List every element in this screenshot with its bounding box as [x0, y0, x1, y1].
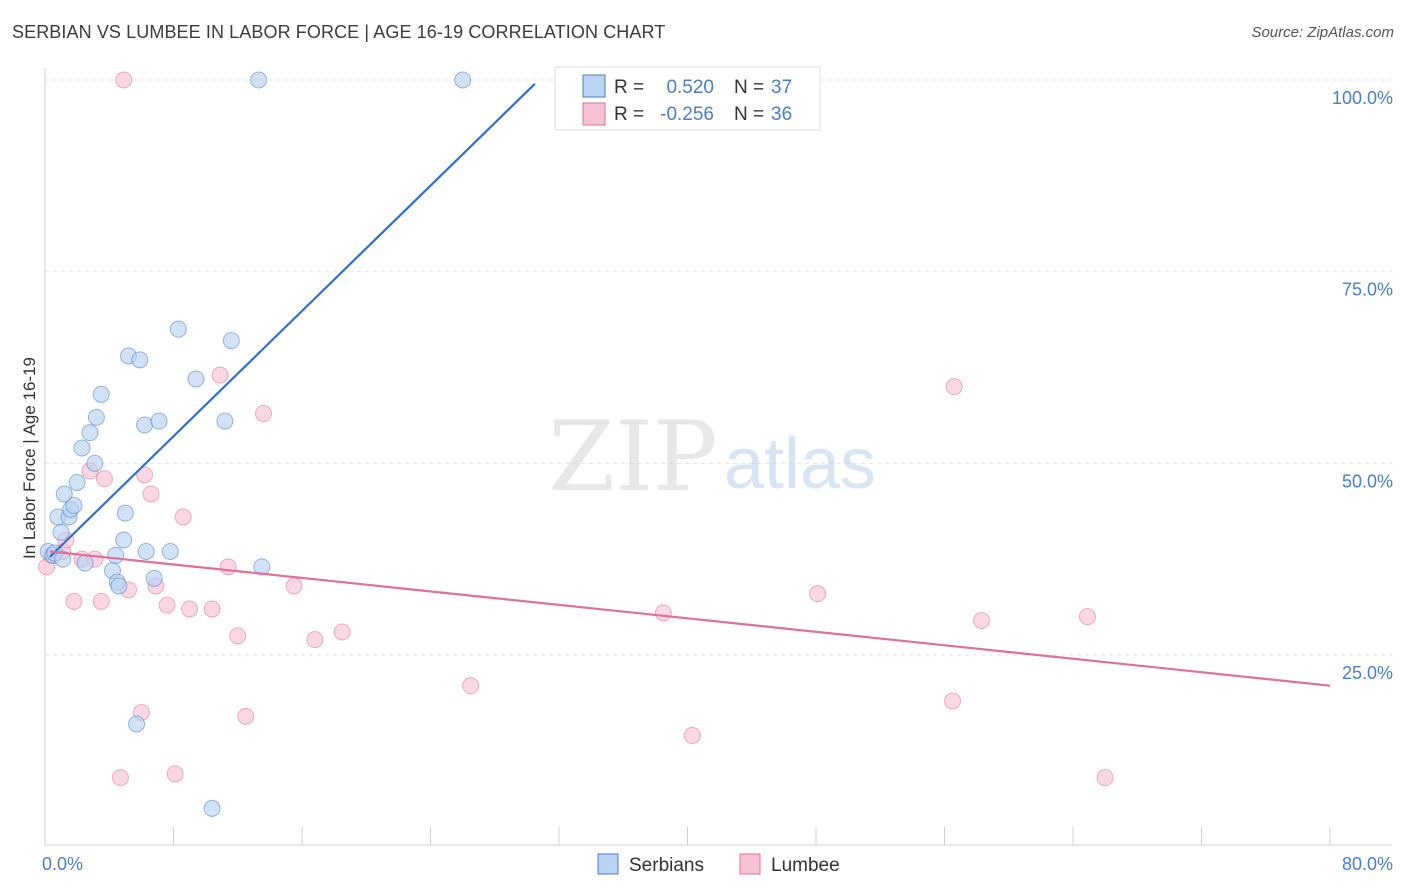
- lumbee-point-9: [95, 470, 113, 488]
- stats-box: R = 0.520 N = 37 R = -0.256 N = 36: [554, 66, 821, 131]
- legend-label-serbians: Serbians: [629, 855, 704, 876]
- lumbee-point-30: [462, 677, 480, 695]
- stats-swatch-lumbee: [582, 102, 606, 126]
- legend-swatch-lumbee: [739, 853, 761, 875]
- stats-r-label-lumbee: R =: [614, 104, 644, 125]
- stats-swatch-serbians: [582, 74, 606, 98]
- watermark-zip: ZIP: [548, 401, 717, 513]
- stats-n-label-lumbee: N =: [734, 104, 764, 125]
- grid-lines: [45, 79, 1392, 656]
- serbian-point-12: [76, 554, 94, 572]
- y-tick-label-0: 25.0%: [1342, 663, 1393, 683]
- lumbee-point-11: [115, 71, 133, 89]
- lumbee-point-20: [181, 600, 199, 618]
- y-tick-labels: 25.0% 50.0% 75.0% 100.0%: [1332, 88, 1393, 683]
- legend-swatch-serbians: [597, 853, 619, 875]
- serbian-point-4: [52, 523, 70, 541]
- serbian-point-24: [128, 715, 146, 733]
- stats-r-value-lumbee: -0.256: [660, 104, 714, 125]
- serbian-point-29: [150, 412, 168, 430]
- x-tick-label-1: 80.0%: [1342, 854, 1393, 874]
- serbian-point-15: [87, 408, 105, 426]
- lumbee-point-22: [211, 366, 229, 384]
- lumbee-point-36: [972, 612, 990, 629]
- stats-r-value-serbians: 0.520: [666, 77, 714, 98]
- lumbee-point-25: [237, 707, 255, 725]
- serbian-point-11: [73, 439, 91, 457]
- legend: Serbians Lumbee: [597, 853, 840, 876]
- lumbee-point-35: [945, 378, 963, 396]
- lumbee-point-15: [142, 485, 160, 503]
- lumbee-point-31: [654, 604, 672, 622]
- lumbee-point-10: [111, 769, 129, 787]
- lumbee-point-34: [944, 692, 962, 710]
- serbian-point-21: [115, 531, 133, 549]
- lumbee-trend-line: [49, 550, 1331, 687]
- serbian-point-36: [250, 71, 268, 89]
- serbian-point-22: [116, 504, 134, 522]
- serbian-point-14: [86, 454, 104, 472]
- serbians-trend-line: [49, 83, 536, 558]
- serbian-point-20: [110, 577, 128, 595]
- lumbee-point-17: [158, 596, 176, 614]
- lumbee-point-8: [92, 592, 110, 610]
- serbian-point-16: [92, 385, 110, 403]
- serbian-point-13: [81, 424, 99, 442]
- serbian-point-9: [65, 497, 83, 514]
- serbian-point-6: [55, 485, 73, 503]
- lumbee-point-21: [203, 600, 221, 618]
- lumbee-point-19: [174, 508, 192, 526]
- serbian-point-35: [222, 332, 240, 350]
- lumbee-point-32: [683, 727, 701, 744]
- lumbee-point-37: [1078, 608, 1096, 626]
- chart-title: SERBIAN VS LUMBEE IN LABOR FORCE | AGE 1…: [12, 22, 666, 42]
- lumbee-point-28: [306, 631, 324, 649]
- x-tick-labels: 0.0% 80.0%: [42, 854, 1393, 874]
- lumbee-point-38: [1096, 769, 1114, 787]
- serbian-point-37: [253, 558, 271, 576]
- serbian-point-18: [107, 546, 125, 564]
- serbian-point-28: [145, 569, 163, 587]
- stats-r-label-serbians: R =: [614, 77, 644, 98]
- stats-n-value-serbians: 37: [771, 77, 792, 98]
- legend-label-lumbee: Lumbee: [771, 855, 840, 876]
- watermark-atlas: atlas: [724, 424, 876, 504]
- y-tick-label-1: 50.0%: [1342, 471, 1393, 491]
- serbian-point-33: [203, 799, 221, 817]
- stats-n-label-serbians: N =: [734, 77, 764, 98]
- y-axis-label: In Labor Force | Age 16-19: [20, 357, 39, 559]
- serbian-point-5: [54, 550, 72, 568]
- serbians-points: [39, 71, 472, 817]
- lumbee-point-29: [333, 623, 351, 641]
- trend-lines: [49, 83, 1331, 687]
- serbian-point-25: [131, 351, 149, 369]
- serbian-point-10: [68, 474, 86, 491]
- serbian-point-30: [161, 543, 179, 560]
- y-tick-label-2: 75.0%: [1342, 280, 1393, 300]
- lumbee-point-18: [166, 765, 184, 783]
- serbian-point-31: [169, 320, 187, 338]
- lumbee-point-27: [285, 577, 303, 595]
- lumbee-point-4: [65, 592, 83, 610]
- lumbee-point-33: [809, 585, 827, 603]
- y-tick-label-3: 100.0%: [1332, 88, 1393, 108]
- axes: [44, 68, 1392, 846]
- serbian-point-32: [187, 370, 205, 388]
- stats-n-value-lumbee: 36: [771, 104, 792, 125]
- serbian-point-27: [137, 543, 155, 560]
- lumbee-point-24: [229, 627, 247, 645]
- source-credit: Source: ZipAtlas.com: [1251, 24, 1394, 41]
- serbian-point-38: [454, 71, 472, 89]
- watermark: ZIP atlas: [548, 401, 876, 513]
- lumbee-point-23: [219, 558, 237, 576]
- lumbee-point-26: [254, 405, 272, 422]
- serbian-point-26: [136, 416, 154, 434]
- lumbee-point-14: [136, 466, 154, 484]
- x-tick-label-0: 0.0%: [42, 854, 83, 874]
- serbian-point-34: [216, 412, 234, 430]
